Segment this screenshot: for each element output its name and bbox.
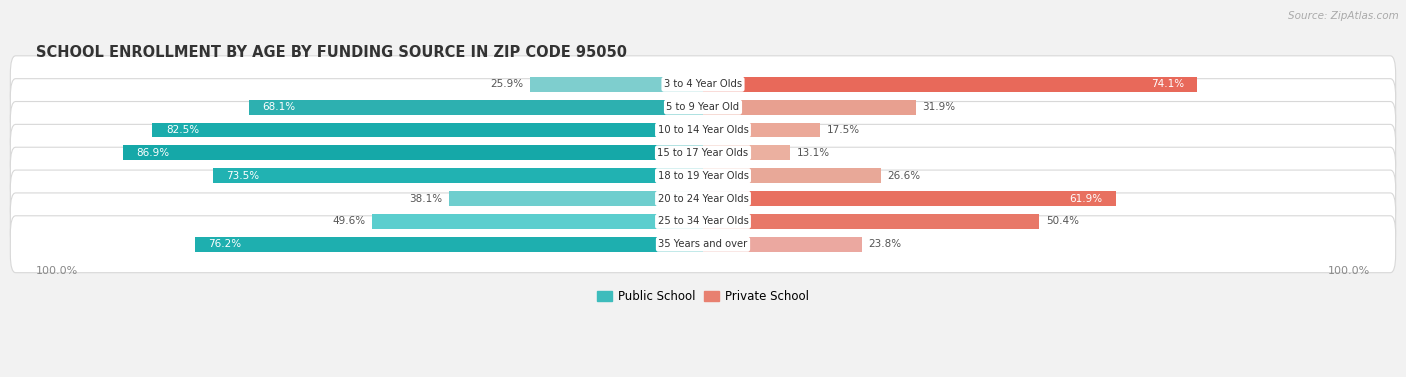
Text: 10 to 14 Year Olds: 10 to 14 Year Olds [658, 125, 748, 135]
Bar [530, 77, 703, 92]
Bar [373, 214, 703, 229]
Text: 100.0%: 100.0% [1329, 266, 1371, 276]
Text: 31.9%: 31.9% [922, 102, 956, 112]
Bar [703, 123, 820, 137]
Bar [703, 214, 1039, 229]
Text: 74.1%: 74.1% [1152, 79, 1184, 89]
Text: 20 to 24 Year Olds: 20 to 24 Year Olds [658, 193, 748, 204]
Text: 61.9%: 61.9% [1070, 193, 1102, 204]
Bar [703, 237, 862, 252]
Bar [703, 100, 915, 115]
Text: 82.5%: 82.5% [166, 125, 200, 135]
Text: 18 to 19 Year Olds: 18 to 19 Year Olds [658, 171, 748, 181]
Text: 100.0%: 100.0% [35, 266, 77, 276]
Text: 68.1%: 68.1% [262, 102, 295, 112]
FancyBboxPatch shape [10, 170, 1396, 227]
Text: Source: ZipAtlas.com: Source: ZipAtlas.com [1288, 11, 1399, 21]
Text: 17.5%: 17.5% [827, 125, 859, 135]
Text: 15 to 17 Year Olds: 15 to 17 Year Olds [658, 148, 748, 158]
FancyBboxPatch shape [10, 124, 1396, 181]
Text: 76.2%: 76.2% [208, 239, 240, 249]
Text: SCHOOL ENROLLMENT BY AGE BY FUNDING SOURCE IN ZIP CODE 95050: SCHOOL ENROLLMENT BY AGE BY FUNDING SOUR… [35, 45, 627, 60]
Bar [212, 168, 703, 183]
Text: 25 to 34 Year Olds: 25 to 34 Year Olds [658, 216, 748, 226]
Text: 35 Years and over: 35 Years and over [658, 239, 748, 249]
Text: 26.6%: 26.6% [887, 171, 921, 181]
Text: 50.4%: 50.4% [1046, 216, 1078, 226]
FancyBboxPatch shape [10, 147, 1396, 204]
Bar [703, 168, 880, 183]
Text: 25.9%: 25.9% [491, 79, 523, 89]
FancyBboxPatch shape [10, 56, 1396, 113]
Bar [249, 100, 703, 115]
Legend: Public School, Private School: Public School, Private School [593, 286, 813, 308]
Text: 13.1%: 13.1% [797, 148, 830, 158]
FancyBboxPatch shape [10, 101, 1396, 158]
FancyBboxPatch shape [10, 216, 1396, 273]
Bar [703, 146, 790, 160]
Bar [703, 191, 1116, 206]
Text: 5 to 9 Year Old: 5 to 9 Year Old [666, 102, 740, 112]
Bar [152, 123, 703, 137]
Bar [449, 191, 703, 206]
Text: 49.6%: 49.6% [332, 216, 366, 226]
FancyBboxPatch shape [10, 193, 1396, 250]
Bar [194, 237, 703, 252]
Text: 73.5%: 73.5% [226, 171, 259, 181]
Bar [703, 77, 1198, 92]
Text: 3 to 4 Year Olds: 3 to 4 Year Olds [664, 79, 742, 89]
Text: 86.9%: 86.9% [136, 148, 170, 158]
Text: 38.1%: 38.1% [409, 193, 441, 204]
Bar [124, 146, 703, 160]
Text: 23.8%: 23.8% [869, 239, 901, 249]
FancyBboxPatch shape [10, 79, 1396, 136]
